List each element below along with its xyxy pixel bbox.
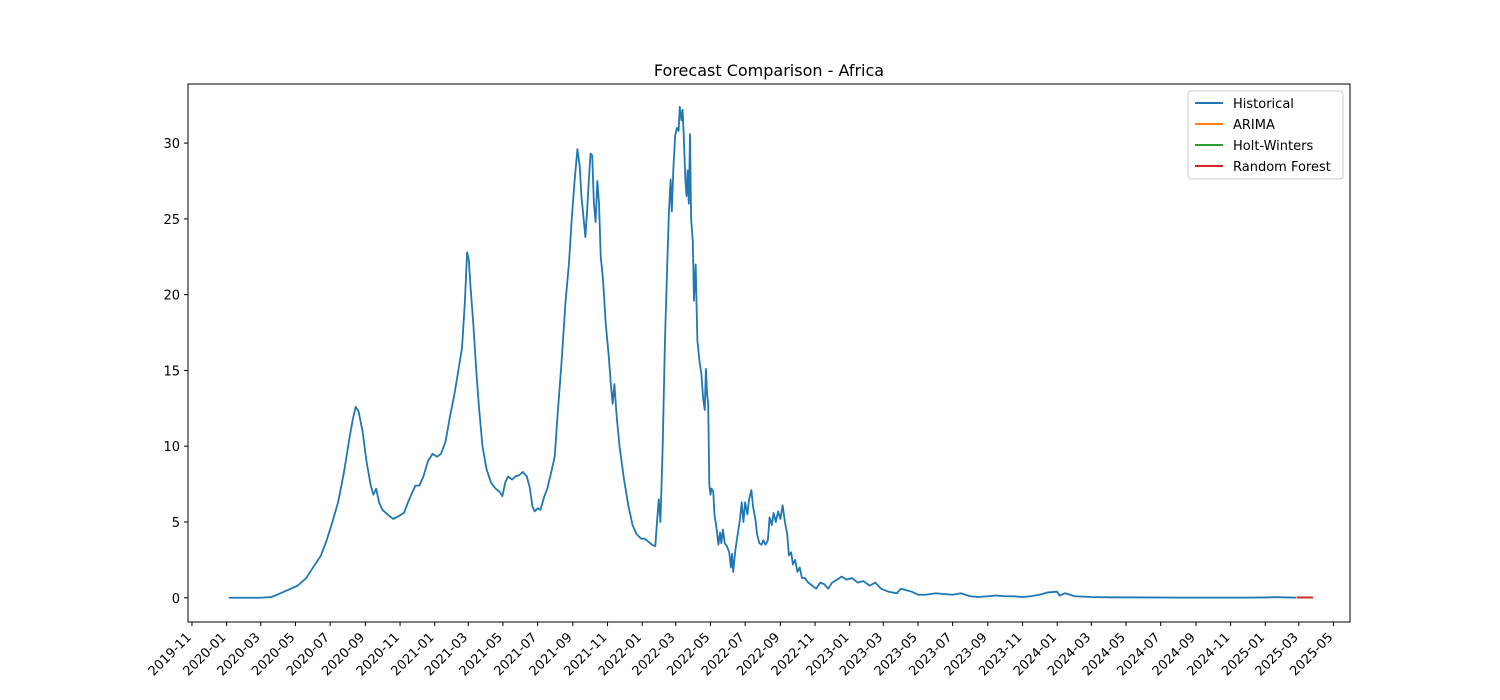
series-group: [228, 105, 1314, 599]
plot-frame: [187, 83, 1351, 623]
y-tick-label: 10: [163, 440, 180, 455]
series-line-historical: [228, 105, 1297, 599]
legend-label: ARIMA: [1233, 118, 1275, 133]
y-tick-label: 25: [163, 213, 180, 228]
y-tick-label: 5: [172, 516, 180, 531]
legend-label: Historical: [1233, 97, 1294, 112]
legend-label: Holt-Winters: [1233, 139, 1313, 154]
legend-label: Random Forest: [1233, 160, 1331, 175]
legend: Historical ARIMA Holt-Winters Random Forest: [1187, 90, 1344, 180]
y-axis: 0 5 10 15 20 25 30: [163, 137, 188, 607]
chart-title: Forecast Comparison - Africa: [654, 61, 884, 80]
y-tick-label: 20: [163, 289, 180, 304]
x-axis: 2019-112020-012020-032020-052020-072020-…: [146, 622, 1336, 679]
y-tick-label: 30: [163, 137, 180, 152]
y-tick-label: 15: [163, 364, 180, 379]
legend-box: [1187, 90, 1344, 180]
y-tick-label: 0: [172, 592, 180, 607]
